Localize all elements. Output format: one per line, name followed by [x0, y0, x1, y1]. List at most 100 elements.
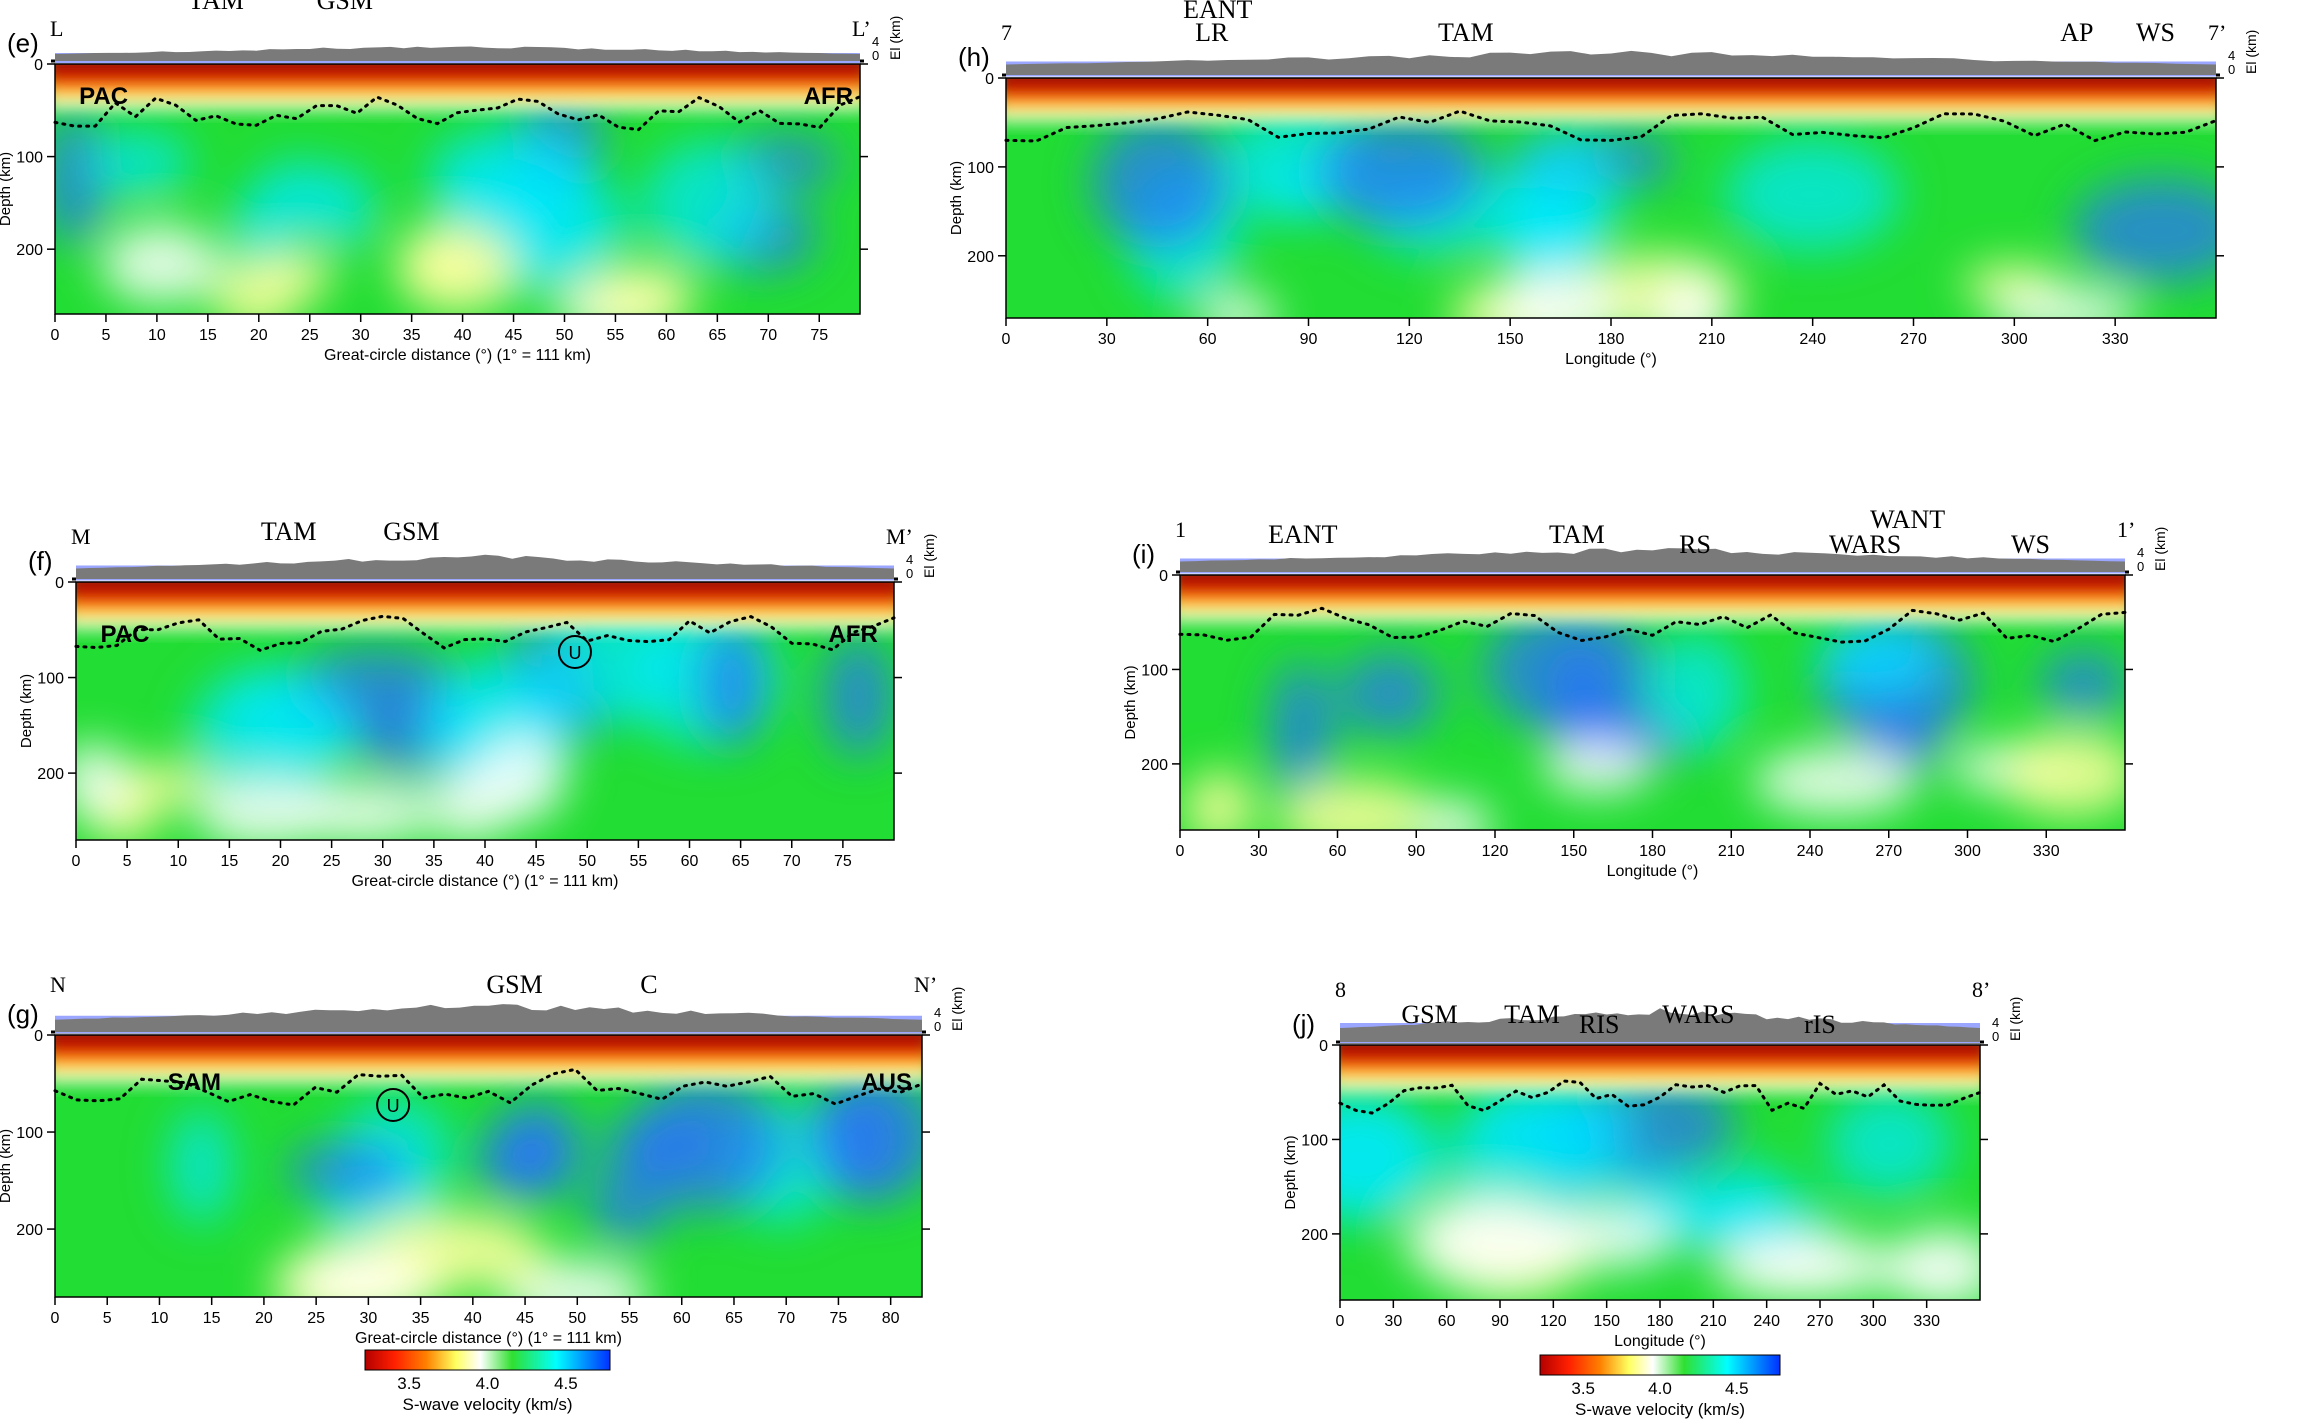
profile-end: 1’: [2117, 517, 2135, 542]
x-tick-label: 40: [476, 853, 494, 870]
elev-label: El (km): [2007, 997, 2023, 1041]
x-tick-label: 50: [556, 327, 574, 344]
x-tick-label: 180: [1639, 843, 1666, 860]
elev-label: El (km): [887, 16, 903, 60]
x-axis-label: Great-circle distance (°) (1° = 111 km): [352, 873, 619, 890]
marker-label: U: [568, 643, 581, 663]
y-tick-label: 200: [1301, 1227, 1328, 1244]
panel-label: (f): [28, 546, 53, 576]
y-axis-label: Depth (km): [18, 674, 35, 748]
x-tick-label: 45: [527, 853, 545, 870]
lab-boundary: [1178, 606, 2127, 644]
x-tick-label: 30: [1250, 843, 1268, 860]
colorbar-tick: 4.5: [554, 1374, 578, 1393]
x-tick-label: 80: [882, 1310, 900, 1327]
x-tick-label: 210: [1718, 843, 1745, 860]
x-tick-label: 50: [578, 853, 596, 870]
x-tick-label: 270: [1807, 1313, 1834, 1330]
y-axis-label: Depth (km): [1122, 665, 1139, 739]
y-tick-label: 200: [967, 249, 994, 266]
x-tick-label: 210: [1700, 1313, 1727, 1330]
region-label: RS: [1679, 530, 1711, 559]
colorbar-tick: 3.5: [397, 1374, 421, 1393]
x-tick-label: 20: [272, 853, 290, 870]
y-tick-label: 0: [985, 71, 994, 88]
plot-frame: [54, 63, 861, 315]
x-tick-label: 25: [323, 853, 341, 870]
x-tick-label: 75: [834, 853, 852, 870]
panel-label: (g): [7, 999, 39, 1029]
x-tick-label: 30: [374, 853, 392, 870]
x-tick-label: 40: [464, 1310, 482, 1327]
y-tick-label: 0: [1159, 568, 1168, 585]
elev-label: El (km): [2152, 527, 2168, 571]
region-label: GSM: [317, 0, 373, 15]
panel-label: (j): [1292, 1009, 1315, 1039]
colorbar-label: S-wave velocity (km/s): [1575, 1400, 1745, 1419]
plate-label: AFR: [829, 621, 878, 648]
profile-end: N’: [914, 972, 937, 997]
region-label: WARS: [1829, 530, 1901, 559]
x-tick-label: 90: [1407, 843, 1425, 860]
y-tick-label: 100: [37, 671, 64, 688]
x-tick-label: 300: [1954, 843, 1981, 860]
y-tick-label: 0: [34, 57, 43, 74]
region-label: WARS: [1662, 1000, 1734, 1029]
plate-label: SAM: [168, 1069, 221, 1096]
y-tick-label: 100: [1141, 662, 1168, 679]
x-tick-label: 240: [1753, 1313, 1780, 1330]
elev-tick: 4: [872, 34, 879, 49]
x-tick-label: 30: [359, 1310, 377, 1327]
x-tick-label: 70: [759, 327, 777, 344]
topography: [1180, 548, 2125, 572]
x-tick-label: 330: [1913, 1313, 1940, 1330]
elev-tick: 4: [2137, 545, 2144, 560]
topography: [55, 1004, 922, 1032]
panel-label: (h): [958, 42, 990, 72]
plate-label: PAC: [79, 83, 128, 110]
x-tick-label: 55: [629, 853, 647, 870]
x-tick-label: 150: [1497, 331, 1524, 348]
region-label: LR: [1195, 18, 1229, 47]
elev-tick: 0: [872, 48, 879, 63]
velocity-field: [76, 582, 894, 840]
x-tick-label: 330: [2102, 331, 2129, 348]
y-tick-label: 200: [1141, 757, 1168, 774]
region-label: GSM: [1401, 1000, 1457, 1029]
y-tick-label: 100: [1301, 1132, 1328, 1149]
x-tick-label: 5: [103, 1310, 112, 1327]
profile-start: 1: [1175, 517, 1186, 542]
x-tick-label: 270: [1875, 843, 1902, 860]
region-label: RIS: [1579, 1010, 1619, 1039]
x-tick-label: 5: [101, 327, 110, 344]
y-tick-label: 100: [16, 150, 43, 167]
x-tick-label: 10: [148, 327, 166, 344]
elev-label: El (km): [921, 534, 937, 578]
x-tick-label: 35: [412, 1310, 430, 1327]
velocity-field: [55, 64, 860, 314]
x-tick-label: 240: [1797, 843, 1824, 860]
lab-boundary: [74, 614, 896, 652]
x-tick-label: 65: [725, 1310, 743, 1327]
elev-tick: 4: [934, 1005, 941, 1020]
colorbar-tick: 4.0: [1648, 1379, 1672, 1398]
x-tick-label: 90: [1491, 1313, 1509, 1330]
x-tick-label: 15: [203, 1310, 221, 1327]
elev-tick: 0: [2137, 559, 2144, 574]
x-tick-label: 0: [1176, 843, 1185, 860]
region-label: EANT: [1268, 520, 1337, 549]
y-tick-label: 100: [16, 1125, 43, 1142]
x-tick-label: 50: [568, 1310, 586, 1327]
x-tick-label: 60: [681, 853, 699, 870]
x-tick-label: 70: [783, 853, 801, 870]
x-tick-label: 65: [732, 853, 750, 870]
x-tick-label: 120: [1396, 331, 1423, 348]
elev-tick: 4: [1992, 1015, 1999, 1030]
region-label: TAM: [261, 517, 317, 546]
lab-boundary: [1004, 109, 2218, 143]
elev-label: El (km): [2243, 30, 2259, 74]
